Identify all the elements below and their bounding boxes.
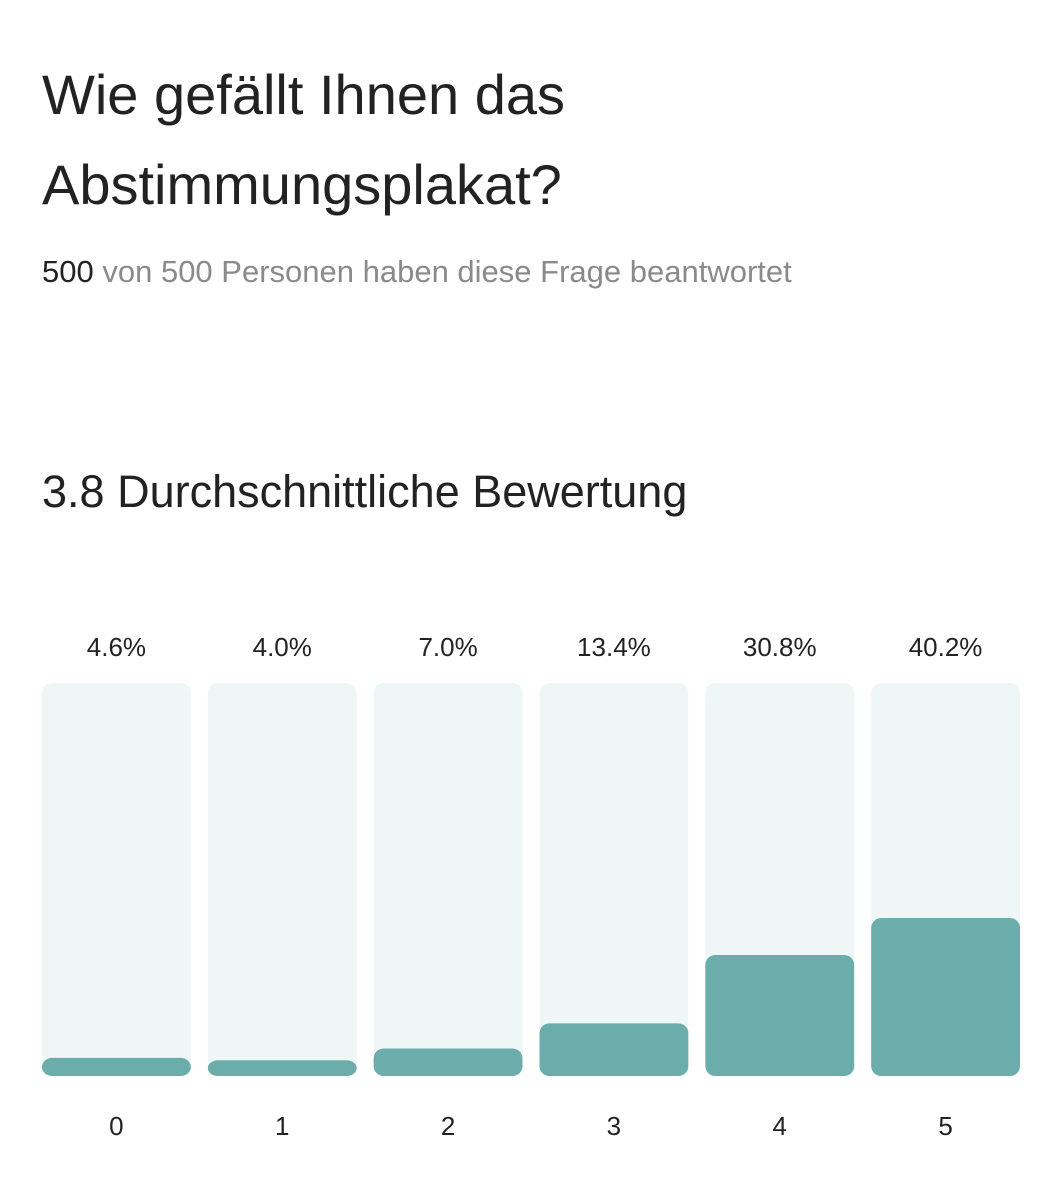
bar-0 [42,1057,191,1076]
question-title: Wie gefällt Ihnen das Abstimmungsplakat? [42,63,565,216]
bar-track-0 [42,683,191,1076]
value-label-2: 7.0% [418,632,477,662]
value-label-0: 4.6% [87,632,146,662]
bar-3 [539,1023,689,1076]
average-rating-value: 3.8 [42,466,105,517]
rating-bar-chart: 4.6% 0 4.0% 1 7.0% 2 13.4% 3 30.8% 4 40.2% 5 [42,632,1020,1141]
average-rating: 3.8 Durchschnittliche Bewertung [42,462,687,522]
category-label-4: 4 [773,1111,787,1141]
bar-track-2 [373,683,523,1076]
value-label-3: 13.4% [577,632,651,662]
bar-track-3 [539,683,689,1076]
response-count-text: von 500 Personen haben diese Frage beant… [102,254,792,289]
value-label-4: 30.8% [743,632,817,662]
bar-5 [871,918,1020,1076]
value-label-1: 4.0% [253,632,312,662]
answered-count: 500 [42,254,94,289]
bar-4 [705,954,855,1076]
bar-track-1 [207,683,357,1076]
response-count: 500 von 500 Personen haben diese Frage b… [42,252,792,292]
category-label-1: 1 [275,1111,289,1141]
bar-2 [373,1048,523,1076]
average-rating-label: Durchschnittliche Bewertung [117,466,688,517]
value-label-5: 40.2% [909,632,983,662]
category-label-3: 3 [607,1111,621,1141]
category-label-5: 5 [938,1111,952,1141]
category-label-0: 0 [109,1111,123,1141]
bar-1 [207,1060,357,1076]
category-label-2: 2 [441,1111,455,1141]
